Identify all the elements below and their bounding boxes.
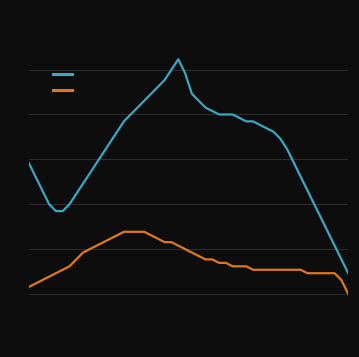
Legend: , : , bbox=[53, 69, 73, 95]
